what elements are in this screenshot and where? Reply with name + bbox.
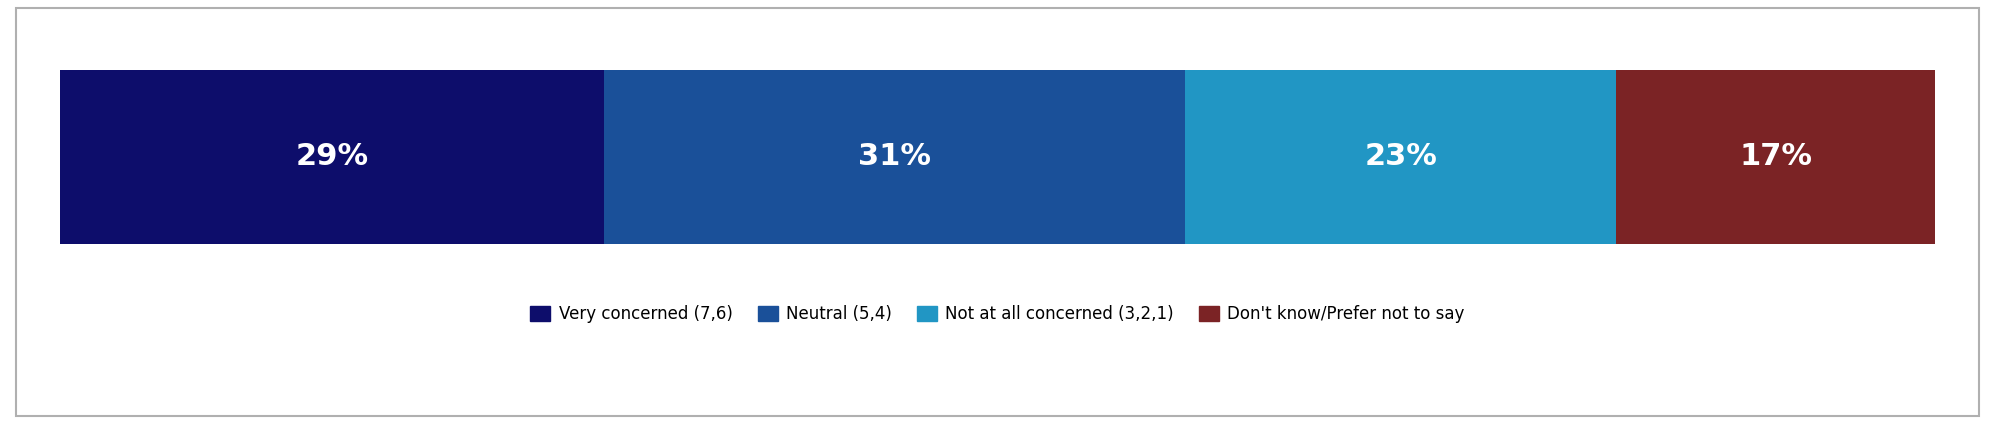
Text: 31%: 31% [858, 142, 932, 171]
Bar [1185, 70, 1616, 244]
Text: 17%: 17% [1740, 142, 1811, 171]
Bar [604, 70, 1185, 244]
Text: 29%: 29% [295, 142, 369, 171]
Legend: Very concerned (7,6), Neutral (5,4), Not at all concerned (3,2,1), Don't know/Pr: Very concerned (7,6), Neutral (5,4), Not… [525, 299, 1470, 330]
Bar [1616, 70, 1935, 244]
Bar [60, 70, 604, 244]
Text: 23%: 23% [1365, 142, 1436, 171]
